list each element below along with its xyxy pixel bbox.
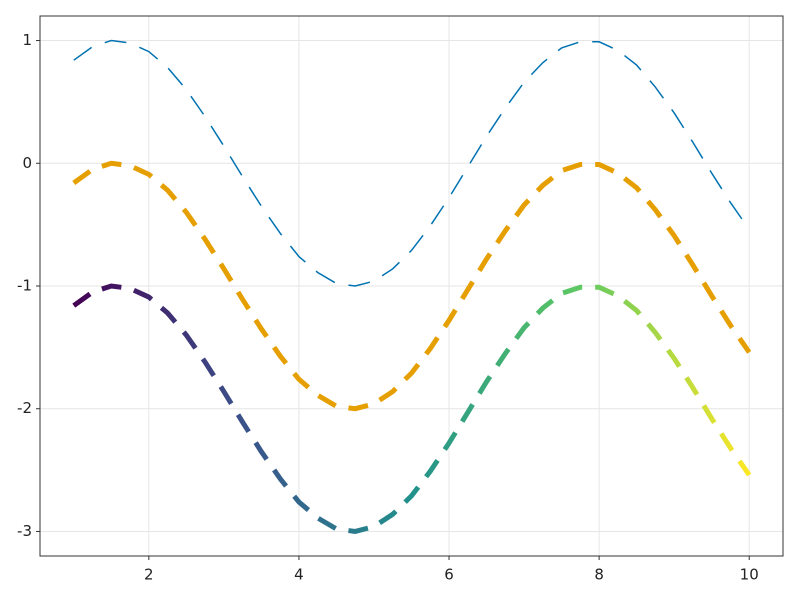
x-tick-label: 4	[294, 566, 304, 584]
line-series	[72, 283, 752, 534]
x-tick-label: 10	[740, 566, 759, 584]
x-tick-label: 8	[594, 566, 604, 584]
y-tick-label: -3	[17, 522, 32, 540]
line-series	[73, 39, 750, 287]
y-tick-label: -2	[17, 399, 32, 417]
line-series	[72, 160, 752, 412]
x-tick-label: 6	[444, 566, 454, 584]
y-tick-label: 0	[22, 154, 32, 172]
x-tick-label: 2	[144, 566, 154, 584]
y-tick-label: 1	[22, 31, 32, 49]
y-tick-label: -1	[17, 277, 32, 295]
